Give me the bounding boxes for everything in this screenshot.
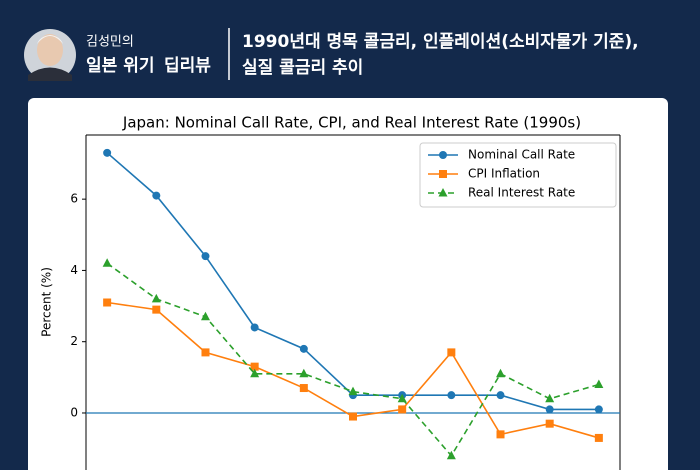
point — [299, 384, 308, 393]
point — [152, 191, 161, 200]
point — [594, 379, 604, 388]
point — [103, 148, 112, 157]
point — [496, 391, 505, 400]
legend-marker — [439, 151, 447, 159]
y-tick-label: 4 — [70, 263, 78, 277]
chart-title: Japan: Nominal Call Rate, CPI, and Real … — [122, 114, 581, 132]
point — [594, 405, 603, 414]
point — [201, 252, 210, 261]
point — [299, 368, 309, 378]
series-title: 딥리뷰 — [164, 56, 211, 76]
point — [250, 323, 259, 332]
legend-box — [419, 142, 617, 208]
avatar — [24, 29, 76, 81]
legend-marker — [439, 170, 447, 178]
point — [151, 293, 161, 303]
point — [397, 393, 407, 403]
point — [496, 430, 505, 439]
point — [545, 405, 554, 414]
point — [299, 344, 308, 353]
author: 김성민의 — [86, 35, 134, 50]
point — [545, 393, 555, 403]
point — [349, 412, 357, 421]
point — [250, 368, 260, 378]
point — [447, 348, 456, 357]
y-tick-label: 0 — [70, 405, 78, 419]
y-axis-label: Percent (%) — [40, 267, 54, 337]
y-tick-label: 6 — [70, 192, 78, 206]
point — [200, 311, 210, 321]
point — [348, 386, 358, 396]
point — [446, 450, 456, 460]
series-line — [106, 262, 600, 458]
legend-marker — [438, 188, 448, 197]
point — [496, 368, 506, 378]
headline: 1990년대 명목 콜금리, 인플레이션(소비자물가 기준), — [242, 32, 639, 52]
y-tick-label: 2 — [70, 334, 78, 348]
legend: Nominal Call Rate CPI Inflation Real Inter… — [419, 142, 617, 208]
legend-label: Nominal Call Rate — [468, 148, 575, 162]
point — [201, 348, 210, 357]
legend-label: CPI Inflation — [468, 167, 540, 181]
point — [447, 391, 456, 400]
series-title: 일본 위기 — [86, 56, 154, 76]
point — [103, 298, 112, 307]
point — [102, 258, 112, 267]
point — [594, 433, 603, 442]
point — [152, 305, 161, 314]
point — [545, 419, 554, 428]
point — [250, 362, 259, 371]
headline: 실질 콜금리 추이 — [242, 57, 363, 78]
legend-label: Real Interest Rate — [468, 186, 575, 200]
point — [398, 405, 407, 414]
